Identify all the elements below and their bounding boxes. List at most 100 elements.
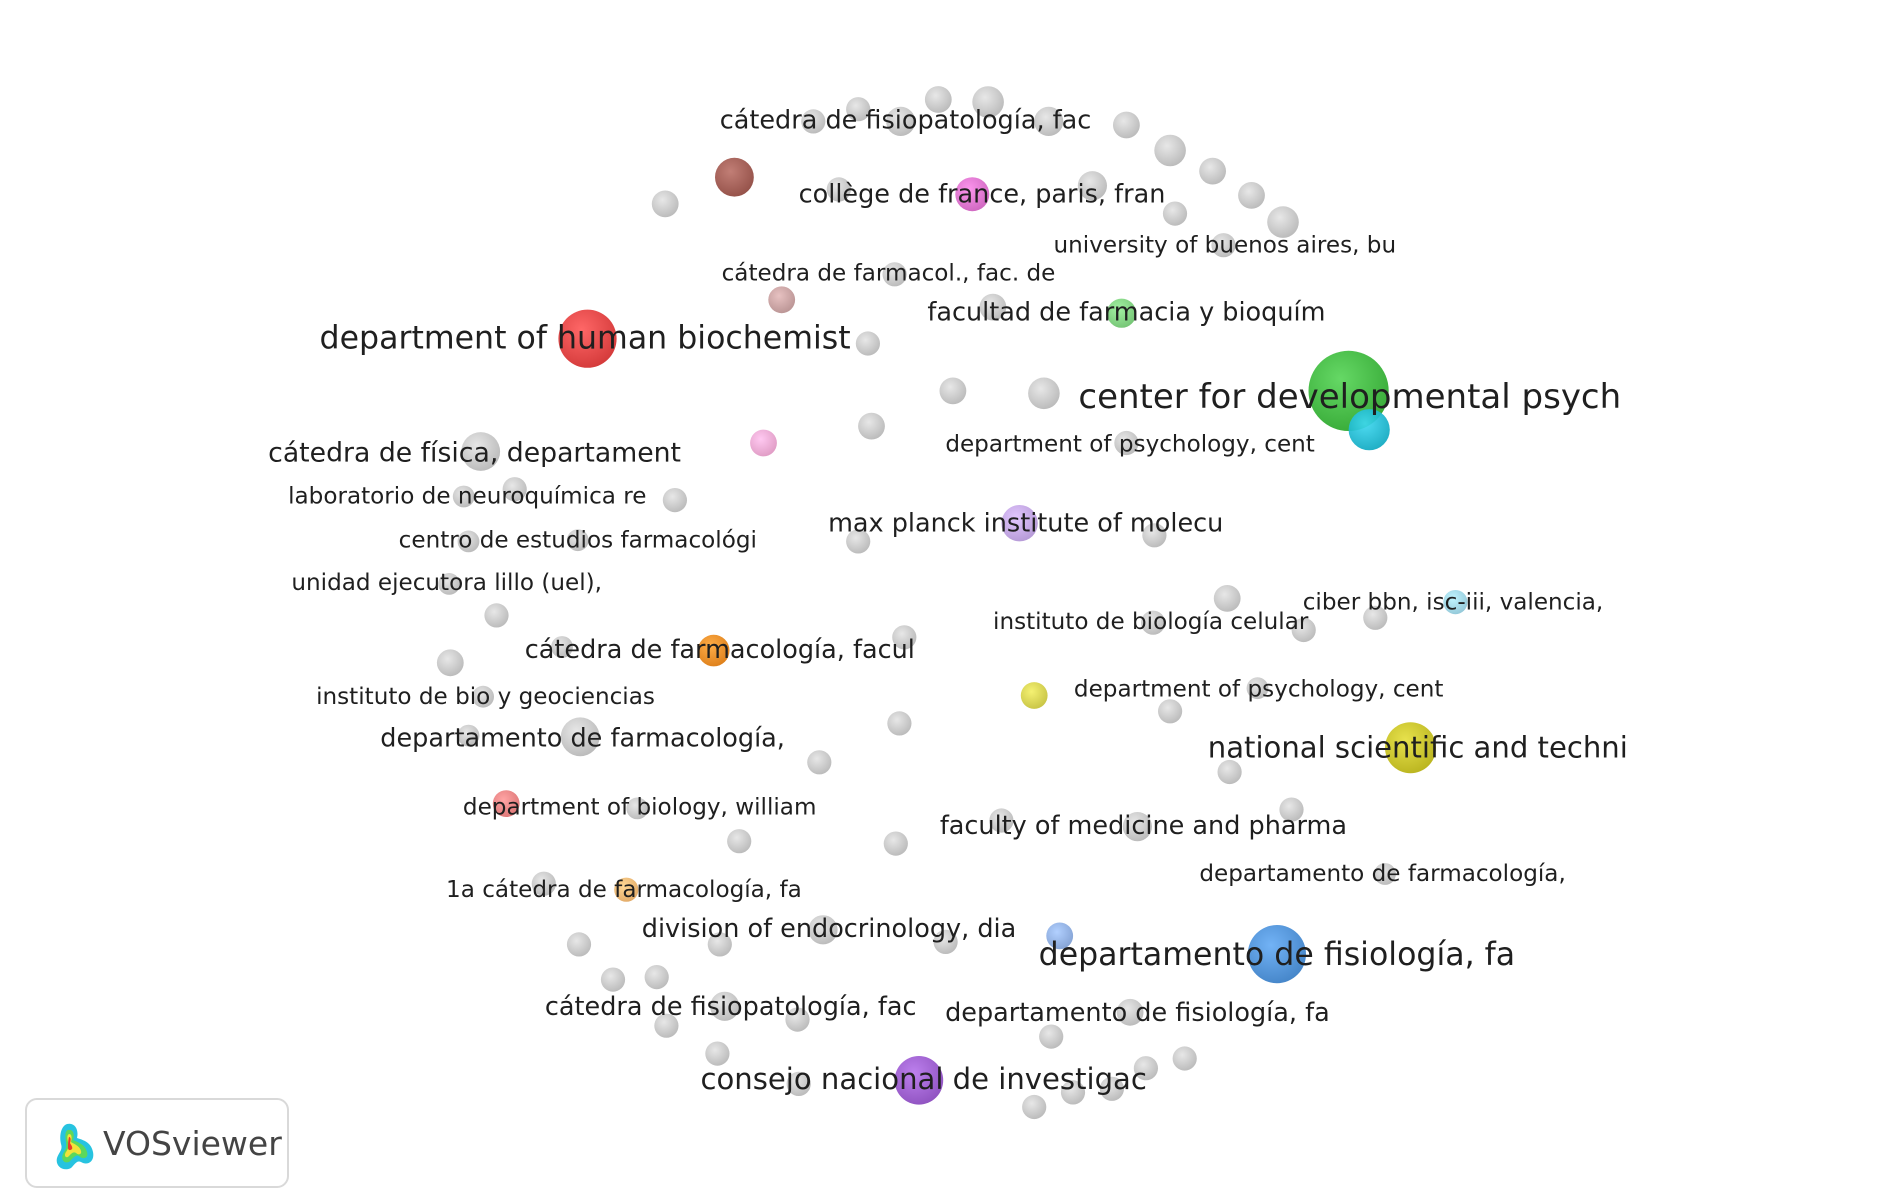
network-node[interactable] xyxy=(436,649,464,677)
network-node[interactable] xyxy=(1217,759,1242,785)
node-label[interactable]: 1a cátedra de farmacología, fa xyxy=(446,877,802,903)
network-node[interactable] xyxy=(858,412,885,440)
network-node[interactable] xyxy=(892,625,917,650)
network-node[interactable] xyxy=(939,377,967,405)
node-label[interactable]: cátedra de farmacología, facul xyxy=(525,635,915,665)
network-node[interactable] xyxy=(727,829,752,854)
node-label[interactable]: unidad ejecutora lillo (uel), xyxy=(291,570,602,596)
network-node[interactable] xyxy=(785,1007,810,1032)
node-label[interactable]: cátedra de farmacol., fac. de xyxy=(722,260,1056,286)
node-label[interactable]: cátedra de fisiopatología, fac xyxy=(720,106,1092,136)
network-node-labeled[interactable] xyxy=(1107,298,1137,328)
network-node-labeled[interactable] xyxy=(1020,682,1048,709)
network-node[interactable] xyxy=(551,636,573,658)
network-node[interactable] xyxy=(1172,1046,1197,1071)
network-node[interactable] xyxy=(1199,157,1226,185)
network-node[interactable] xyxy=(1077,171,1107,201)
network-node[interactable] xyxy=(883,831,908,856)
network-node-labeled[interactable] xyxy=(452,485,475,508)
network-node[interactable] xyxy=(846,97,871,122)
network-node[interactable] xyxy=(1022,1094,1047,1120)
node-label[interactable]: departamento de fisiología, fa xyxy=(1039,937,1516,973)
network-node[interactable] xyxy=(1060,1080,1086,1105)
network-node[interactable] xyxy=(1039,1024,1064,1049)
network-node[interactable] xyxy=(1246,677,1269,700)
network-node[interactable] xyxy=(1267,206,1299,238)
network-node-labeled[interactable] xyxy=(566,529,589,552)
node-label[interactable]: consejo nacional de investigac xyxy=(701,1062,1147,1096)
network-node[interactable] xyxy=(1162,201,1188,226)
network-node[interactable] xyxy=(887,711,912,736)
network-node-labeled[interactable] xyxy=(1443,590,1468,615)
network-node[interactable] xyxy=(651,190,679,218)
node-label[interactable]: national scientific and techni xyxy=(1208,730,1628,764)
network-node[interactable] xyxy=(855,331,881,356)
network-node-labeled[interactable] xyxy=(808,915,838,945)
network-node-labeled[interactable] xyxy=(1211,233,1236,258)
node-label[interactable]: instituto de biología celular xyxy=(993,609,1309,635)
network-node-labeled[interactable] xyxy=(768,286,796,314)
network-node[interactable] xyxy=(531,871,556,896)
network-node-labeled[interactable] xyxy=(560,717,600,757)
node-label[interactable]: department of human biochemist xyxy=(320,320,851,356)
network-node[interactable] xyxy=(933,929,958,955)
node-label[interactable]: center for developmental psych xyxy=(1078,377,1621,417)
network-node[interactable] xyxy=(662,488,688,513)
node-label[interactable]: department of psychology, cent xyxy=(945,432,1315,458)
node-label[interactable]: cátedra de fisiopatología, fac xyxy=(545,992,917,1022)
network-node[interactable] xyxy=(924,86,952,113)
network-node-labeled[interactable] xyxy=(1001,505,1038,542)
network-node-labeled[interactable] xyxy=(1247,925,1306,984)
network-node-labeled[interactable] xyxy=(894,1056,944,1105)
network-node-labeled[interactable] xyxy=(710,991,740,1021)
network-node[interactable] xyxy=(1028,377,1060,410)
network-node[interactable] xyxy=(644,965,669,990)
node-label[interactable]: university of buenos aires, bu xyxy=(1054,233,1397,259)
network-node[interactable] xyxy=(1279,797,1304,822)
network-node[interactable] xyxy=(1046,922,1074,950)
network-node[interactable] xyxy=(484,603,509,628)
node-label[interactable]: department of biology, william xyxy=(463,795,817,821)
network-node-labeled[interactable] xyxy=(461,432,501,471)
network-node[interactable] xyxy=(1363,605,1388,630)
network-node[interactable] xyxy=(600,967,626,992)
network-node[interactable] xyxy=(707,932,732,957)
network-node-labeled[interactable] xyxy=(558,309,617,368)
network-node-labeled[interactable] xyxy=(438,573,460,595)
network-node[interactable] xyxy=(846,529,871,554)
network-node-labeled[interactable] xyxy=(1348,409,1390,451)
network-node-labeled[interactable] xyxy=(614,877,639,902)
node-label[interactable]: departamento de farmacología, xyxy=(1199,861,1565,887)
node-label[interactable]: ciber bbn, isc-iii, valencia, xyxy=(1303,589,1604,615)
network-node[interactable] xyxy=(1114,430,1139,456)
network-node[interactable] xyxy=(1158,699,1183,724)
network-node[interactable] xyxy=(807,750,832,775)
node-label[interactable]: department of psychology, cent xyxy=(1074,677,1444,703)
node-label[interactable]: laboratorio de neuroquímica re xyxy=(288,484,646,510)
node-label[interactable]: instituto de bio y geociencias xyxy=(316,684,655,710)
network-node[interactable] xyxy=(1213,585,1241,612)
network-node[interactable] xyxy=(705,1041,730,1066)
network-node-labeled[interactable] xyxy=(697,634,730,667)
network-node[interactable] xyxy=(1238,182,1265,209)
network-node[interactable] xyxy=(750,429,777,457)
network-node[interactable] xyxy=(566,932,592,957)
network-node[interactable] xyxy=(654,1013,679,1038)
network-node[interactable] xyxy=(1142,523,1167,548)
network-node[interactable] xyxy=(1154,134,1186,167)
network-node[interactable] xyxy=(786,1071,811,1096)
network-node-labeled[interactable] xyxy=(1141,610,1166,635)
network-node[interactable] xyxy=(457,724,480,747)
node-label[interactable]: departamento de farmacología, xyxy=(380,724,785,754)
network-node[interactable] xyxy=(457,530,480,553)
network-node[interactable] xyxy=(1291,617,1316,643)
network-node-labeled[interactable] xyxy=(955,177,990,212)
node-label[interactable]: collège de france, paris, fran xyxy=(799,180,1166,210)
network-node[interactable] xyxy=(972,86,1004,118)
network-node-labeled[interactable] xyxy=(1034,106,1064,136)
network-node[interactable] xyxy=(989,808,1014,833)
network-node[interactable] xyxy=(502,477,527,502)
network-node-labeled[interactable] xyxy=(492,790,520,817)
network-node-labeled[interactable] xyxy=(1385,722,1436,774)
network-node[interactable] xyxy=(882,262,907,287)
